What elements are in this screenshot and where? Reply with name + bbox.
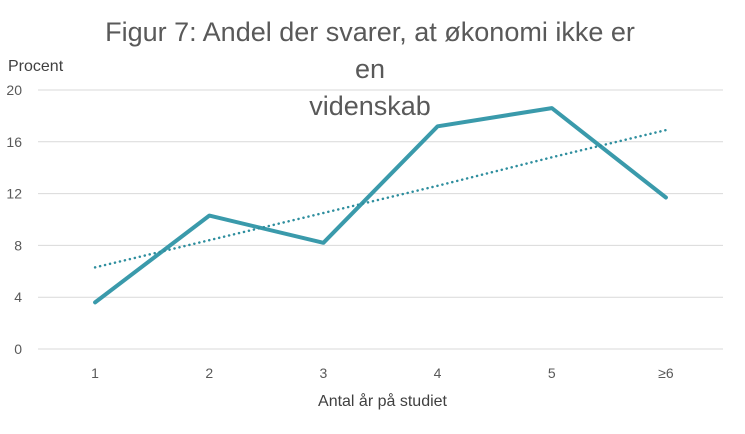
x-tick-label: ≥6: [658, 365, 674, 381]
y-tick-label: 0: [14, 341, 22, 357]
y-tick-label: 4: [14, 289, 22, 305]
gridlines: [38, 89, 723, 350]
x-tick-label: 1: [91, 365, 99, 381]
x-tick-labels: 1 2 3 4 5 ≥6: [91, 365, 674, 381]
x-tick-label: 4: [434, 365, 442, 381]
x-axis-title: Antal år på studiet: [318, 393, 447, 410]
x-tick-label: 3: [320, 365, 328, 381]
chart-title-line-2: videnskab: [309, 91, 431, 121]
x-tick-label: 5: [548, 365, 556, 381]
y-axis-title: Procent: [8, 58, 64, 75]
trendline: [93, 128, 668, 269]
y-tick-labels: 0 4 8 12 16 20: [6, 82, 22, 357]
y-tick-label: 12: [6, 186, 22, 202]
x-tick-label: 2: [205, 365, 213, 381]
series-line: [93, 106, 668, 305]
series-lines: [93, 106, 668, 305]
chart-title: Figur 7: Andel der svarer, at økonomi ik…: [90, 14, 650, 125]
y-tick-label: 8: [14, 237, 22, 253]
y-tick-label: 16: [6, 134, 22, 150]
y-tick-label: 20: [6, 82, 22, 98]
chart-title-line-1: Figur 7: Andel der svarer, at økonomi ik…: [105, 17, 635, 84]
